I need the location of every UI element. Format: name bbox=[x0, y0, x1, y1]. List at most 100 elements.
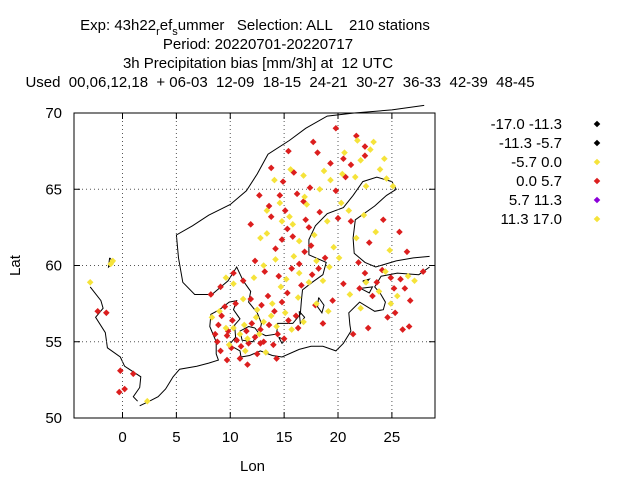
station-point bbox=[397, 275, 404, 283]
legend-label: 5.7 11.3 bbox=[509, 192, 562, 209]
station-point bbox=[301, 248, 308, 256]
station-point bbox=[225, 341, 233, 349]
station-point bbox=[370, 138, 377, 146]
station-point bbox=[284, 289, 291, 297]
station-point bbox=[247, 221, 255, 228]
station-point bbox=[223, 332, 231, 339]
station-point bbox=[307, 242, 315, 249]
station-point bbox=[280, 335, 288, 342]
station-point bbox=[289, 221, 297, 228]
station-point bbox=[265, 202, 273, 210]
y-tick-label: 50 bbox=[45, 410, 62, 427]
station-point bbox=[244, 361, 251, 368]
station-point bbox=[282, 275, 290, 283]
coastline bbox=[360, 286, 374, 294]
station-point bbox=[233, 336, 241, 344]
station-point bbox=[326, 263, 333, 271]
station-point bbox=[361, 152, 369, 159]
station-point bbox=[247, 295, 255, 303]
station-point bbox=[251, 257, 259, 265]
station-point bbox=[268, 300, 276, 307]
station-point bbox=[376, 166, 384, 173]
station-point bbox=[295, 269, 303, 277]
station-point bbox=[300, 198, 307, 205]
station-point bbox=[320, 167, 328, 175]
x-tick-label: 0 bbox=[118, 429, 126, 446]
station-point bbox=[86, 278, 94, 286]
station-point bbox=[375, 288, 383, 295]
x-tick-label: 20 bbox=[330, 429, 347, 446]
station-point bbox=[372, 228, 380, 236]
legend-marker bbox=[593, 139, 601, 147]
station-point bbox=[319, 277, 327, 285]
coastline bbox=[89, 286, 142, 402]
station-point bbox=[208, 314, 216, 321]
station-point bbox=[334, 214, 342, 222]
station-point bbox=[242, 347, 249, 355]
station-point bbox=[256, 192, 263, 199]
station-point bbox=[361, 269, 369, 277]
station-point bbox=[239, 277, 247, 285]
legend-label: -17.0 -11.3 bbox=[491, 116, 562, 133]
coastline bbox=[228, 266, 430, 358]
station-point bbox=[236, 330, 244, 338]
station-point bbox=[230, 269, 237, 277]
station-point bbox=[230, 280, 237, 288]
x-tick-label: 15 bbox=[276, 429, 293, 446]
station-point bbox=[211, 330, 219, 338]
station-point bbox=[399, 326, 406, 333]
station-point bbox=[390, 285, 398, 292]
station-point bbox=[365, 239, 373, 246]
station-point bbox=[362, 278, 370, 286]
station-point bbox=[401, 285, 409, 292]
station-point bbox=[288, 265, 295, 272]
station-point bbox=[260, 318, 267, 326]
station-point bbox=[117, 367, 124, 375]
station-point bbox=[342, 173, 349, 181]
data-points bbox=[86, 124, 427, 405]
station-point bbox=[223, 356, 231, 364]
station-point bbox=[386, 246, 394, 254]
station-point bbox=[276, 199, 284, 207]
station-point bbox=[303, 201, 311, 208]
x-axis-label: Lon bbox=[240, 458, 265, 475]
station-point bbox=[285, 147, 292, 155]
station-point bbox=[257, 326, 264, 333]
coastline bbox=[242, 176, 430, 337]
station-point bbox=[288, 326, 295, 333]
station-point bbox=[229, 317, 236, 324]
station-point bbox=[300, 172, 307, 179]
station-point bbox=[327, 160, 334, 167]
station-point bbox=[286, 213, 293, 220]
station-point bbox=[305, 224, 313, 231]
station-point bbox=[230, 324, 237, 332]
map-coastlines bbox=[89, 104, 430, 407]
station-point bbox=[271, 307, 278, 315]
station-point bbox=[404, 272, 412, 280]
legend: -17.0 -11.3 -11.3 -5.7 -5.7 0.0 0.0 5.7 5.7 … bbox=[491, 116, 601, 228]
station-point bbox=[411, 277, 418, 285]
station-point bbox=[294, 294, 302, 301]
station-point bbox=[232, 300, 239, 307]
station-point bbox=[261, 268, 269, 275]
station-point bbox=[367, 146, 374, 153]
station-point bbox=[332, 187, 340, 195]
station-point bbox=[345, 207, 353, 214]
station-point bbox=[218, 312, 225, 320]
station-point bbox=[129, 370, 137, 378]
station-point bbox=[143, 397, 151, 405]
station-point bbox=[281, 309, 289, 317]
station-point bbox=[311, 231, 318, 239]
station-point bbox=[369, 292, 376, 300]
station-point bbox=[272, 256, 279, 263]
station-point bbox=[214, 338, 221, 346]
station-point bbox=[274, 330, 281, 338]
station-point bbox=[287, 166, 294, 173]
station-point bbox=[364, 324, 372, 332]
station-point bbox=[222, 324, 230, 332]
station-point bbox=[327, 176, 334, 184]
legend-label: 11.3 17.0 bbox=[501, 211, 562, 228]
station-point bbox=[248, 320, 256, 327]
legend-label: -5.7 0.0 bbox=[511, 154, 562, 171]
